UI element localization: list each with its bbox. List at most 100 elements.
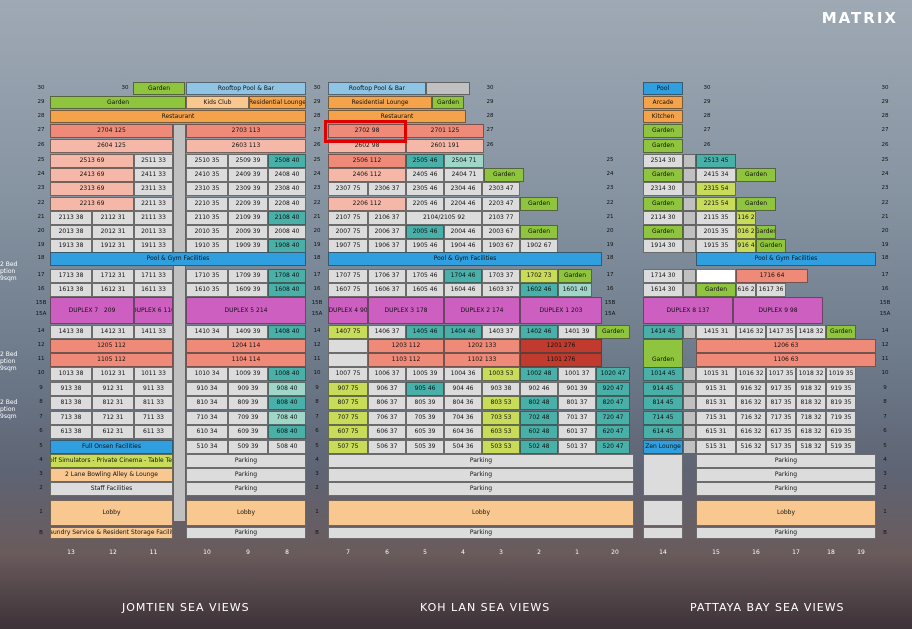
amenity-garden: Garden xyxy=(756,225,776,239)
column-number: 11 xyxy=(149,548,158,556)
unit: 1910 35 xyxy=(186,239,228,253)
unit: 503 53 xyxy=(482,440,520,454)
unit: 2415 34 xyxy=(696,168,736,182)
floor-label-15B: 15B xyxy=(879,300,891,306)
floor-label-28: 28 xyxy=(703,113,711,119)
floor-label-9: 9 xyxy=(315,385,319,391)
unit: 2005 46 xyxy=(406,225,444,239)
unit: 2116 29 xyxy=(736,211,756,225)
unit: 2015 35 xyxy=(696,225,736,239)
amenity-garden: Garden xyxy=(826,325,856,339)
unit: 2413 69 xyxy=(50,168,134,182)
floor-label-14: 14 xyxy=(881,328,889,334)
unit: 602 48 xyxy=(520,425,558,439)
floor-label-8: 8 xyxy=(39,399,43,405)
floor-label-20: 20 xyxy=(881,228,889,234)
floor-label-22: 22 xyxy=(881,200,889,206)
floor-label-9: 9 xyxy=(883,385,887,391)
floor-label-28: 28 xyxy=(37,113,45,119)
unit: 2103 77 xyxy=(482,211,520,225)
unit: 1603 37 xyxy=(482,283,520,297)
unit: 2701 125 xyxy=(406,124,484,138)
unit: 2311 33 xyxy=(134,182,173,196)
unit xyxy=(683,367,696,381)
floor-label-15A: 15A xyxy=(604,311,616,317)
unit: 615 31 xyxy=(696,425,736,439)
unit: 2114 30 xyxy=(643,211,683,225)
unit: 1609 39 xyxy=(228,283,268,297)
unit: 1405 46 xyxy=(406,325,444,339)
unit: 1713 38 xyxy=(50,269,92,283)
side-note: 2 Bed xyxy=(0,351,18,358)
unit: 2309 39 xyxy=(228,182,268,196)
unit: 1002 48 xyxy=(520,367,558,381)
unit xyxy=(683,182,696,196)
unit: 901 39 xyxy=(558,382,596,396)
column-number: 15 xyxy=(712,548,720,556)
unit: 605 39 xyxy=(406,425,444,439)
floor-label-26: 26 xyxy=(37,142,45,148)
column-number: 5 xyxy=(423,548,427,556)
unit: 819 35 xyxy=(826,396,856,410)
unit: 1415 31 xyxy=(696,325,736,339)
floor-label-27: 27 xyxy=(486,127,494,133)
amenity-garden: Garden xyxy=(643,168,683,182)
unit: 918 32 xyxy=(796,382,826,396)
floor-label-30: 30 xyxy=(881,85,889,91)
unit: 612 31 xyxy=(92,425,134,439)
unit: 607 75 xyxy=(328,425,368,439)
floor-label-B: B xyxy=(315,530,319,536)
unit: 1008 40 xyxy=(268,367,306,381)
unit: 1017 35 xyxy=(766,367,796,381)
unit: 711 33 xyxy=(134,411,173,425)
floor-label-7: 7 xyxy=(883,414,887,420)
floor-label-14: 14 xyxy=(313,328,321,334)
unit: 806 37 xyxy=(368,396,406,410)
floor-label-24: 24 xyxy=(37,171,45,177)
unit: 916 32 xyxy=(736,382,766,396)
floor-label-16: 16 xyxy=(606,286,614,292)
unit: 2109 39 xyxy=(228,211,268,225)
unit: 2112 31 xyxy=(92,211,134,225)
unit: 1005 39 xyxy=(406,367,444,381)
side-note: ption xyxy=(0,358,16,365)
column-number: 20 xyxy=(611,548,619,556)
floor-label-6: 6 xyxy=(315,428,319,434)
column-number: 8 xyxy=(285,548,289,556)
floor-label-15B: 15B xyxy=(604,300,616,306)
floor-label-2: 2 xyxy=(39,485,43,491)
unit: 720 47 xyxy=(596,411,630,425)
floor-label-30: 30 xyxy=(37,85,45,91)
unit: 1611 33 xyxy=(134,283,173,297)
floor-label-B: B xyxy=(39,530,43,536)
unit: 2506 112 xyxy=(328,154,406,168)
unit: 2208 40 xyxy=(268,197,306,211)
floor-label-19: 19 xyxy=(606,242,614,248)
floor-label-16: 16 xyxy=(37,286,45,292)
column-number: 6 xyxy=(385,548,389,556)
floor-label-1: 1 xyxy=(315,509,319,515)
side-note: 9sqm xyxy=(0,275,17,282)
unit: 2304 46 xyxy=(444,182,482,196)
floor-label-3: 3 xyxy=(315,471,319,477)
floor-label-24: 24 xyxy=(606,171,614,177)
unit: 1416 32 xyxy=(736,325,766,339)
floor-label-15B: 15B xyxy=(311,300,323,306)
unit: 2210 35 xyxy=(186,197,228,211)
unit: 1711 33 xyxy=(134,269,173,283)
unit: 1608 40 xyxy=(268,283,306,297)
unit: 2314 30 xyxy=(643,182,683,196)
unit: 1404 46 xyxy=(444,325,482,339)
unit: 1905 46 xyxy=(406,239,444,253)
unit: 1606 37 xyxy=(368,283,406,297)
unit: 606 37 xyxy=(368,425,406,439)
amenity-garden: Garden xyxy=(736,168,776,182)
unit: 2511 33 xyxy=(134,154,173,168)
unit: 1712 31 xyxy=(92,269,134,283)
unit-duplex: DUPLEX 5 214 xyxy=(186,297,306,324)
unit: 613 38 xyxy=(50,425,92,439)
unit: 815 31 xyxy=(696,396,736,410)
unit: 2108 40 xyxy=(268,211,306,225)
unit: 1101 276 xyxy=(520,353,602,367)
unit: 808 40 xyxy=(268,396,306,410)
